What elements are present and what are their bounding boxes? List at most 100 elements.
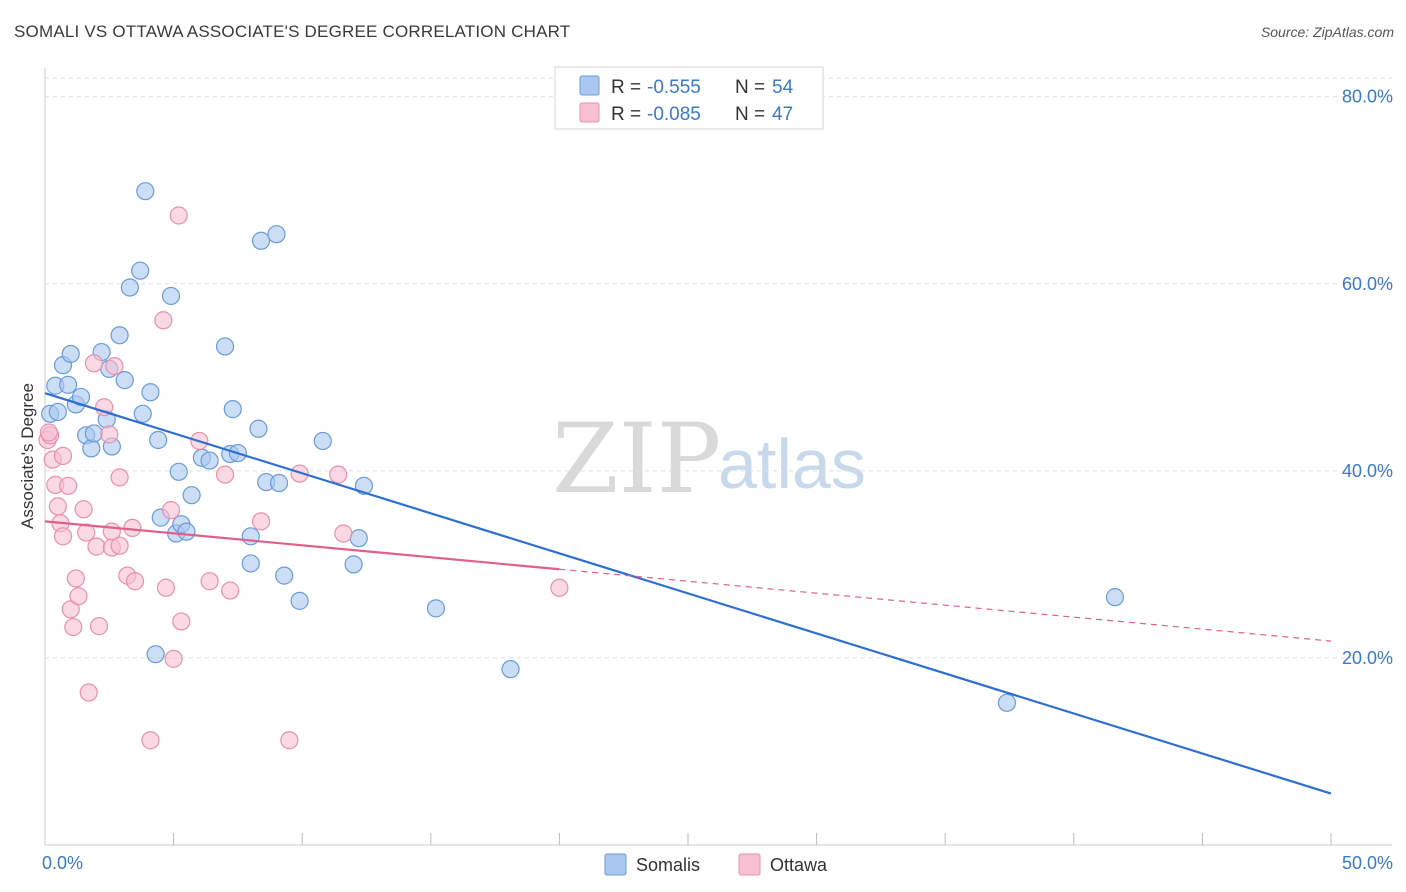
point-ottawa (105, 356, 124, 376)
y-tick-label: 20.0% (1342, 648, 1393, 668)
point-somalis (200, 451, 219, 470)
point-somalis (169, 462, 188, 481)
axes: 20.0% 40.0% 60.0% 80.0% 0.0% 50.0% (42, 68, 1393, 873)
bottom-legend-swatch-ottawa (738, 853, 761, 876)
point-somalis (61, 344, 80, 364)
point-ottawa (221, 581, 240, 600)
point-somalis (249, 419, 268, 438)
legend-n-label-somalis: N = (735, 77, 765, 98)
point-somalis (182, 486, 201, 505)
point-ottawa (48, 497, 67, 516)
point-somalis (84, 424, 103, 443)
legend-swatch-somalis (579, 75, 600, 96)
point-somalis (133, 404, 152, 423)
point-somalis (344, 555, 363, 574)
point-somalis (269, 473, 289, 493)
y-tick-label: 60.0% (1342, 274, 1393, 294)
point-ottawa (84, 354, 103, 373)
point-ottawa (161, 501, 181, 520)
point-somalis (267, 225, 286, 244)
point-ottawa (89, 617, 109, 636)
point-ottawa (154, 311, 173, 330)
point-ottawa (53, 527, 73, 546)
point-ottawa (172, 612, 191, 631)
point-somalis (290, 591, 309, 610)
point-ottawa (251, 512, 271, 531)
series-legend: Somalis Ottawa (604, 853, 828, 876)
source-credit: Source: ZipAtlas.com (1260, 24, 1394, 40)
point-somalis (215, 337, 235, 356)
trend-line-extension-ottawa (559, 568, 1332, 642)
point-ottawa (66, 569, 85, 588)
legend-r-label-somalis: R = (611, 77, 641, 98)
point-ottawa (110, 468, 129, 487)
point-ottawa (215, 465, 235, 484)
point-somalis (275, 566, 294, 585)
point-somalis (241, 554, 260, 573)
watermark-atlas: atlas (718, 425, 866, 503)
point-ottawa (280, 731, 299, 750)
point-ottawa (156, 578, 175, 597)
point-somalis (141, 383, 160, 402)
point-ottawa (53, 446, 73, 465)
legend-swatch-ottawa (579, 102, 600, 123)
trend-line-ottawa (44, 520, 560, 571)
y-axis-label: Associate's Degree (18, 383, 37, 529)
point-ottawa (125, 572, 145, 591)
point-ottawa (200, 572, 219, 591)
legend-box (554, 66, 824, 130)
point-ottawa (69, 587, 88, 606)
legend-r-value-somalis: -0.555 (647, 77, 701, 98)
data-points (38, 182, 1125, 750)
trend-line-somalis (44, 392, 1332, 795)
point-ottawa (64, 617, 83, 637)
point-somalis (120, 278, 139, 297)
legend-n-value-somalis: 54 (772, 77, 794, 98)
point-somalis (223, 400, 242, 419)
legend-r-value-ottawa: -0.085 (647, 104, 701, 125)
point-somalis (177, 522, 196, 541)
point-ottawa (334, 524, 353, 543)
watermark: ZIP atlas (552, 403, 866, 515)
point-somalis (149, 430, 168, 450)
point-ottawa (77, 523, 96, 542)
trend-lines (44, 392, 1332, 795)
correlation-legend: R = -0.555 N = 54 R = -0.085 N = 47 (554, 66, 824, 130)
point-ottawa (39, 423, 58, 442)
point-ottawa (169, 206, 188, 225)
point-somalis (313, 431, 332, 451)
point-ottawa (550, 578, 569, 597)
point-ottawa (87, 537, 106, 556)
point-somalis (146, 645, 165, 664)
point-somalis (48, 402, 67, 422)
point-somalis (110, 326, 129, 345)
point-somalis (115, 371, 134, 390)
point-ottawa (164, 649, 183, 668)
bottom-legend-somalis: Somalis (636, 855, 700, 875)
x-tick-label: 0.0% (42, 853, 83, 873)
point-somalis (59, 375, 78, 394)
y-tick-label: 80.0% (1342, 87, 1393, 107)
legend-n-label-ottawa: N = (735, 104, 765, 125)
point-somalis (997, 693, 1017, 712)
point-somalis (131, 261, 150, 280)
point-somalis (251, 231, 271, 250)
point-ottawa (329, 465, 348, 484)
point-ottawa (59, 476, 78, 495)
bottom-legend-swatch-somalis (604, 853, 627, 876)
point-somalis (136, 182, 155, 201)
point-ottawa (141, 731, 160, 750)
point-ottawa (110, 536, 129, 555)
point-somalis (161, 286, 181, 306)
x-tick-label: 50.0% (1342, 853, 1393, 873)
point-ottawa (95, 398, 114, 417)
point-somalis (1105, 588, 1125, 607)
y-tick-label: 40.0% (1342, 461, 1393, 481)
point-somalis (426, 599, 446, 618)
point-somalis (501, 660, 520, 679)
point-ottawa (79, 683, 98, 702)
bottom-legend-ottawa: Ottawa (770, 855, 828, 875)
point-ottawa (100, 425, 119, 444)
watermark-zip: ZIP (552, 403, 721, 515)
